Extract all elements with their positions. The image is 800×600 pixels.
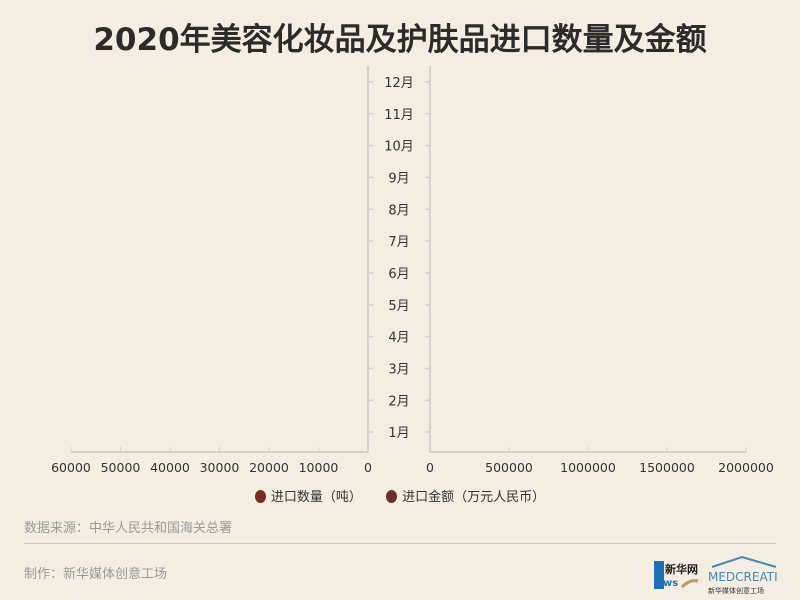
legend-item-quantity[interactable]: 进口数量（吨） [254, 486, 362, 505]
x-tick-label: 40000 [150, 460, 190, 475]
y-tick-label: 12月 [384, 76, 414, 91]
y-tick-label: 7月 [388, 235, 409, 250]
x-tick-label: 30000 [200, 460, 240, 475]
y-tick-label: 9月 [388, 171, 409, 186]
svg-text:MEDCREATING: MEDCREATING [708, 570, 778, 584]
y-tick-label: 6月 [388, 267, 409, 282]
y-tick-label: 10月 [384, 140, 414, 155]
legend-label: 进口金额（万元人民币） [402, 490, 546, 505]
legend-marker [254, 490, 266, 503]
y-tick-label: 2月 [388, 394, 409, 409]
svg-text:ws: ws [663, 578, 678, 589]
x-tick-label: 50000 [101, 460, 141, 475]
legend-item-amount[interactable]: 进口金额（万元人民币） [386, 486, 545, 505]
x-tick-label: 0 [364, 460, 372, 475]
credit: 制作：新华媒体创意工场 [24, 567, 168, 582]
y-tick-label: 4月 [388, 331, 409, 346]
legend-label: 进口数量（吨） [270, 490, 362, 505]
xinhuanet-logo: 新华网 ws [654, 561, 699, 589]
x-tick-label: 500000 [485, 460, 533, 475]
x-tick-label: 1000000 [560, 460, 616, 475]
x-tick-label: 60000 [51, 460, 91, 475]
chart-title: 2020年美容化妆品及护肤品进口数量及金额 [93, 22, 707, 58]
data-source: 数据来源：中华人民共和国海关总署 [24, 521, 233, 536]
y-tick-label: 3月 [388, 362, 409, 377]
x-tick-label: 1500000 [639, 460, 695, 475]
y-tick-label: 1月 [388, 426, 409, 441]
x-tick-label: 2000000 [718, 460, 774, 475]
divider [24, 543, 776, 544]
x-tick-label: 0 [426, 460, 434, 475]
legend-marker [386, 490, 398, 503]
y-tick-label: 11月 [384, 108, 414, 123]
x-tick-label: 20000 [249, 460, 289, 475]
svg-text:新华网: 新华网 [665, 562, 698, 576]
y-tick-label: 8月 [388, 203, 409, 218]
svg-text:新华媒体创意工场: 新华媒体创意工场 [708, 586, 764, 595]
legend: 进口数量（吨） 进口金额（万元人民币） [0, 486, 800, 505]
media-creating-logo: MEDCREATING 新华媒体创意工场 [708, 555, 778, 595]
x-tick-label: 10000 [299, 460, 339, 475]
y-tick-label: 5月 [388, 299, 409, 314]
